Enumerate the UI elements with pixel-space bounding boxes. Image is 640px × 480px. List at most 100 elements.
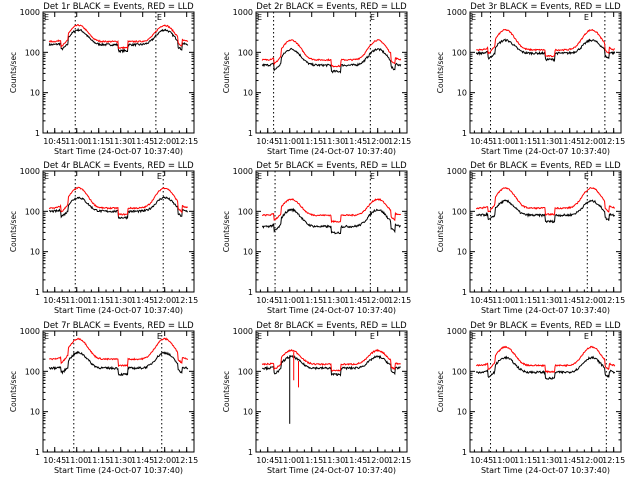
x-tick-label: 12:15 — [388, 137, 411, 146]
panel-title: Det 3r BLACK = Events, RED = LLD — [470, 2, 621, 12]
x-tick-label: 11:15 — [300, 296, 323, 305]
y-tick-label: 1 — [248, 129, 253, 138]
x-tick-label: 11:30 — [322, 456, 345, 465]
e-marker: E — [584, 13, 589, 22]
events-series-line — [261, 207, 401, 235]
events-series-line — [261, 355, 401, 377]
y-tick-label: 100 — [238, 207, 253, 216]
y-tick-label: 10 — [457, 408, 467, 417]
x-tick-label: 12:15 — [602, 137, 625, 146]
x-tick-label: 11:00 — [278, 456, 301, 465]
x-tick-label: 11:00 — [492, 456, 515, 465]
detector-panel-2: Det 2r BLACK = Events, RED = LLD 1 10 100 10… — [222, 2, 411, 156]
x-axis-label: Start Time (24-Oct-07 10:37:40) — [481, 147, 610, 156]
x-tick-label: 11:00 — [65, 296, 88, 305]
lld-series-line — [476, 345, 616, 374]
y-axis-label: Counts/sec — [9, 211, 18, 252]
panel-title: Det 9r BLACK = Events, RED = LLD — [470, 321, 621, 331]
y-tick-label: 1 — [462, 448, 467, 457]
y-tick-label: 10 — [457, 248, 467, 257]
plot-frame — [469, 170, 622, 293]
x-tick-label: 11:00 — [278, 296, 301, 305]
x-tick-label: 10:45 — [470, 296, 493, 305]
x-tick-label: 10:45 — [256, 456, 279, 465]
x-tick-label: 10:45 — [43, 456, 66, 465]
y-axis-label: Counts/sec — [222, 371, 231, 412]
e-marker: E — [471, 332, 476, 341]
y-tick-label: 1 — [462, 129, 467, 138]
lld-series-line — [48, 24, 189, 50]
x-tick-label: 11:30 — [109, 137, 132, 146]
lld-series-line — [48, 186, 188, 217]
plot-frame — [42, 11, 195, 134]
x-tick-label: 11:15 — [87, 137, 110, 146]
detector-panel-1: Det 1r BLACK = Events, RED = LLD 1 10 100 10… — [9, 2, 198, 156]
e-marker: E — [370, 172, 375, 181]
x-tick-label: 12:15 — [175, 296, 198, 305]
x-axis-label: Start Time (24-Oct-07 10:37:40) — [481, 306, 610, 315]
e-marker: E — [44, 13, 49, 22]
e-marker: E — [44, 172, 49, 181]
x-tick-label: 12:15 — [175, 456, 198, 465]
panel-title: Det 1r BLACK = Events, RED = LLD — [43, 2, 194, 12]
y-tick-label: 1000 — [233, 327, 253, 336]
x-tick-label: 11:00 — [492, 296, 515, 305]
y-tick-label: 10 — [243, 248, 253, 257]
y-tick-label: 1000 — [233, 8, 253, 17]
y-tick-label: 1 — [248, 288, 253, 297]
plot-frame — [255, 11, 408, 134]
x-tick-label: 12:00 — [366, 296, 389, 305]
x-axis-label: Start Time (24-Oct-07 10:37:40) — [481, 466, 610, 475]
y-tick-label: 100 — [452, 367, 467, 376]
x-tick-label: 12:15 — [175, 137, 198, 146]
y-tick-label: 100 — [25, 367, 40, 376]
x-tick-label: 11:00 — [278, 137, 301, 146]
y-tick-label: 1 — [462, 288, 467, 297]
detector-panel-6: Det 6r BLACK = Events, RED = LLD 1 10 100 10… — [436, 161, 625, 315]
y-tick-label: 1 — [248, 448, 253, 457]
x-axis-label: Start Time (24-Oct-07 10:37:40) — [54, 466, 183, 475]
y-axis-label: Counts/sec — [436, 52, 445, 93]
x-tick-label: 11:30 — [536, 296, 559, 305]
events-series-line — [475, 38, 616, 63]
plot-frame — [469, 330, 622, 453]
y-tick-label: 1 — [35, 448, 40, 457]
y-axis-label: Counts/sec — [9, 371, 18, 412]
detector-panel-9: Det 9r BLACK = Events, RED = LLD 1 10 100 10… — [436, 321, 625, 475]
detector-panel-7: Det 7r BLACK = Events, RED = LLD 1 10 100 10… — [9, 321, 198, 475]
plot-frame — [469, 11, 622, 134]
detector-panel-5: Det 5r BLACK = Events, RED = LLD 1 10 100 10… — [222, 161, 411, 315]
lld-series-line — [48, 337, 189, 368]
y-tick-label: 10 — [30, 248, 40, 257]
x-tick-label: 10:45 — [43, 137, 66, 146]
x-tick-label: 11:45 — [344, 456, 367, 465]
events-series-line — [49, 196, 188, 220]
x-tick-label: 12:00 — [153, 137, 176, 146]
e-marker: E — [157, 172, 162, 181]
e-marker: E — [584, 332, 589, 341]
x-tick-label: 11:45 — [558, 137, 581, 146]
y-tick-label: 1000 — [447, 167, 467, 176]
e-marker: E — [370, 13, 375, 22]
detector-panel-4: Det 4r BLACK = Events, RED = LLD 1 10 100 10… — [9, 161, 198, 315]
y-tick-label: 10 — [30, 89, 40, 98]
events-series-line — [48, 350, 189, 377]
e-marker: E — [471, 172, 476, 181]
lld-series-line — [475, 187, 616, 217]
x-tick-label: 11:15 — [87, 296, 110, 305]
lld-series-line — [261, 198, 402, 224]
e-marker: E — [157, 332, 162, 341]
e-marker: E — [157, 13, 162, 22]
y-tick-label: 10 — [457, 89, 467, 98]
panel-title: Det 8r BLACK = Events, RED = LLD — [256, 321, 407, 331]
x-tick-label: 11:45 — [131, 137, 154, 146]
y-tick-label: 1000 — [20, 8, 40, 17]
x-tick-label: 12:15 — [388, 456, 411, 465]
x-tick-label: 12:15 — [602, 456, 625, 465]
e-marker: E — [257, 13, 262, 22]
events-series-line — [476, 199, 616, 224]
y-axis-label: Counts/sec — [9, 52, 18, 93]
y-tick-label: 1 — [35, 129, 40, 138]
y-tick-label: 100 — [25, 48, 40, 57]
